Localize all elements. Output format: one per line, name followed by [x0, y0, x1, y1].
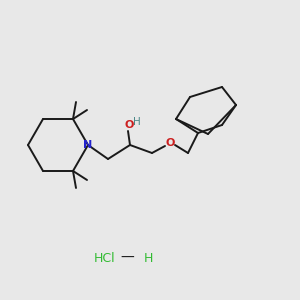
Text: H: H [133, 117, 141, 127]
Text: —: — [120, 251, 134, 265]
Text: O: O [165, 138, 175, 148]
Text: H: H [143, 251, 153, 265]
Text: N: N [83, 140, 93, 150]
Text: HCl: HCl [94, 251, 116, 265]
Text: O: O [124, 120, 134, 130]
